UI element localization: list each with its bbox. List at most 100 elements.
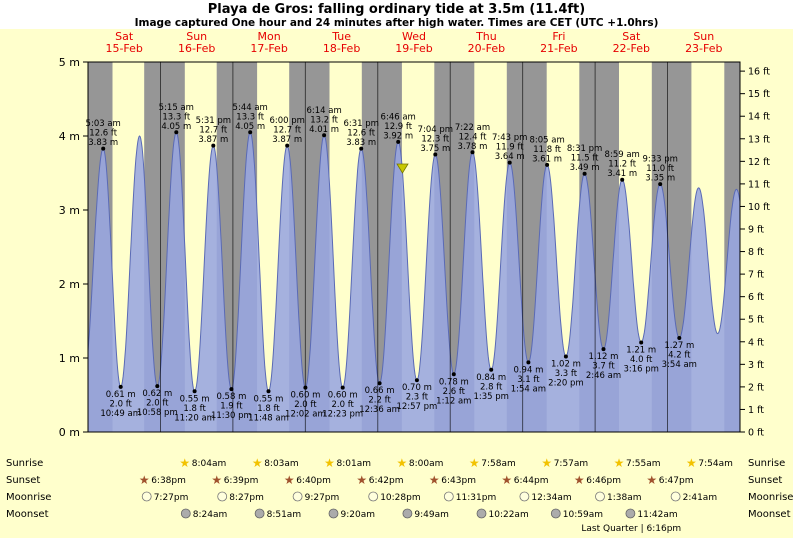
tide-extreme-label-line: 11.5 ft xyxy=(571,154,599,164)
tide-extreme-label-line: 0.70 m xyxy=(402,383,432,393)
sunrise-icon: ★ xyxy=(614,456,625,470)
tide-extreme-label-line: 7:43 pm xyxy=(492,133,527,143)
tide-extreme-dot xyxy=(507,160,512,165)
moonrise-icon xyxy=(141,491,152,502)
tide-extreme-dot xyxy=(582,171,587,176)
tide-extreme-label-line: 1:35 pm xyxy=(473,392,508,402)
moonset-icon xyxy=(550,508,561,519)
sunset-icon: ★ xyxy=(356,473,367,487)
tide-extreme-dot xyxy=(489,367,494,372)
tide-extreme-label-line: 13.3 ft xyxy=(236,112,264,122)
day-label-name: Fri xyxy=(552,30,565,43)
tide-extreme-label-line: 12.6 ft xyxy=(89,129,117,139)
day-label-date: 22-Feb xyxy=(613,42,650,55)
y-axis-right-label: 16 ft xyxy=(748,67,770,78)
tide-extreme-label-line: 4.0 ft xyxy=(630,355,653,365)
y-axis-left-label: 2 m xyxy=(59,278,80,291)
tide-extreme-label-line: 3.61 m xyxy=(532,154,562,164)
tide-extreme-label-line: 2.6 ft xyxy=(443,387,466,397)
sunset-time: 6:44pm xyxy=(514,476,549,486)
y-axis-left-label: 4 m xyxy=(59,130,80,143)
tide-extreme-dot xyxy=(377,381,382,386)
sunrise-time: 7:57am xyxy=(554,459,589,469)
y-axis-left: 0 m 1 m 2 m 3 m 4 m 5 m xyxy=(59,56,88,439)
current-tide-marker-icon xyxy=(396,163,409,174)
tide-extreme-dot xyxy=(285,143,290,148)
sunrise-icon: ★ xyxy=(252,456,263,470)
tide-extreme-label-line: 12.3 ft xyxy=(421,135,449,145)
day-labels: Sat15-FebSun16-FebMon17-FebTue18-FebWed1… xyxy=(105,30,722,55)
chart-subtitle: Image captured One hour and 24 minutes a… xyxy=(134,17,659,29)
tide-extreme-label-line: 2:20 pm xyxy=(548,379,583,389)
y-axis-right-label: 6 ft xyxy=(748,292,764,303)
tide-extreme-label-line: 11:20 am xyxy=(174,413,215,423)
tide-extreme-label-line: 5:31 pm xyxy=(196,116,231,126)
tide-extreme-label-line: 12.4 ft xyxy=(459,132,487,142)
tide-area xyxy=(88,132,740,433)
tide-extreme-label-line: 0.61 m xyxy=(106,390,136,400)
day-label-name: Sun xyxy=(693,30,714,43)
tide-extreme-label-line: 2.0 ft xyxy=(331,400,354,410)
tide-extreme-label-line: 3.83 m xyxy=(88,138,118,148)
day-label-name: Tue xyxy=(331,30,351,43)
tide-extreme-label-line: 4.05 m xyxy=(161,122,191,132)
moonrise-time: 1:38am xyxy=(607,493,642,503)
moonset-icon xyxy=(328,508,339,519)
tide-extreme-label-line: 0.60 m xyxy=(290,391,320,401)
y-axis-right: 0 ft 1 ft 2 ft 3 ft 4 ft 5 ft 6 ft 7 ft 8 ft 9 ft… xyxy=(740,67,770,439)
y-axis-right-label: 0 ft xyxy=(748,428,764,439)
moonrise-icon xyxy=(595,491,605,502)
sunset-icon: ★ xyxy=(139,473,150,487)
tide-extreme-label-line: 3.3 ft xyxy=(555,369,578,379)
sunrise-icon: ★ xyxy=(179,456,190,470)
day-label-name: Sun xyxy=(186,30,207,43)
tide-extreme-label-line: 2.2 ft xyxy=(368,396,391,406)
tide-extreme-label-line: 3.35 m xyxy=(645,174,675,184)
y-axis-left-label: 3 m xyxy=(59,204,80,217)
astro-row-label-left-sunset: Sunset xyxy=(6,475,40,486)
tide-extreme-label-line: 0.84 m xyxy=(476,373,506,383)
tide-extreme-label-line: 2.0 ft xyxy=(294,400,317,410)
tide-extreme-label-line: 6:46 am xyxy=(381,112,416,122)
tide-extreme-label-line: 9:33 pm xyxy=(642,155,677,165)
tide-extreme-label-line: 6:31 pm xyxy=(343,119,378,129)
tide-extreme-label-line: 3.64 m xyxy=(495,152,525,162)
day-label-date: 15-Feb xyxy=(105,42,142,55)
moonrise-time: 7:27pm xyxy=(154,493,189,503)
sunrise-time: 7:54am xyxy=(698,459,733,469)
tide-extreme-label-line: 11.8 ft xyxy=(533,145,561,155)
sunset-time: 6:39pm xyxy=(224,476,259,486)
moonrise-icon xyxy=(217,491,228,502)
tide-extreme-label-line: 7:22 am xyxy=(455,123,490,133)
tide-extreme-label-line: 12.7 ft xyxy=(273,126,301,136)
astro-row-label-right-sunrise: Sunrise xyxy=(748,458,785,469)
moonrise-icon xyxy=(368,491,379,502)
tide-extreme-label-line: 11:48 am xyxy=(248,413,289,423)
moonset-icon xyxy=(254,508,265,519)
y-axis-left-label: 0 m xyxy=(59,426,80,439)
sunrise-time: 8:03am xyxy=(264,459,299,469)
moonrise-time: 10:28pm xyxy=(380,493,420,503)
tide-extreme-label-line: 1.27 m xyxy=(664,341,694,351)
moonrise-time: 8:27pm xyxy=(229,493,264,503)
tide-extreme-label-line: 1.8 ft xyxy=(257,404,280,414)
tide-extreme-dot xyxy=(174,130,179,135)
moonrise-icon xyxy=(519,491,530,502)
y-axis-right-label: 4 ft xyxy=(748,337,764,348)
tide-extreme-label-line: 0.66 m xyxy=(365,386,395,396)
tide-extreme-label-line: 12:23 pm xyxy=(322,410,363,420)
sunrise-time: 8:00am xyxy=(409,459,444,469)
tide-extreme-label-line: 6:00 pm xyxy=(269,116,304,126)
tide-extreme-dot xyxy=(322,133,327,138)
y-axis-right-label: 7 ft xyxy=(748,270,764,281)
y-axis-right-label: 9 ft xyxy=(748,225,764,236)
astro-row-label-left-moonset: Moonset xyxy=(6,509,49,520)
tide-extreme-dot xyxy=(451,372,456,377)
moonset-icon xyxy=(402,508,413,519)
tide-extreme-label-line: 3.49 m xyxy=(570,163,600,173)
tide-extreme-label-line: 1.8 ft xyxy=(183,404,206,414)
tide-extreme-label-line: 3.87 m xyxy=(272,135,302,145)
tide-extreme-label-line: 1:54 am xyxy=(511,384,546,394)
